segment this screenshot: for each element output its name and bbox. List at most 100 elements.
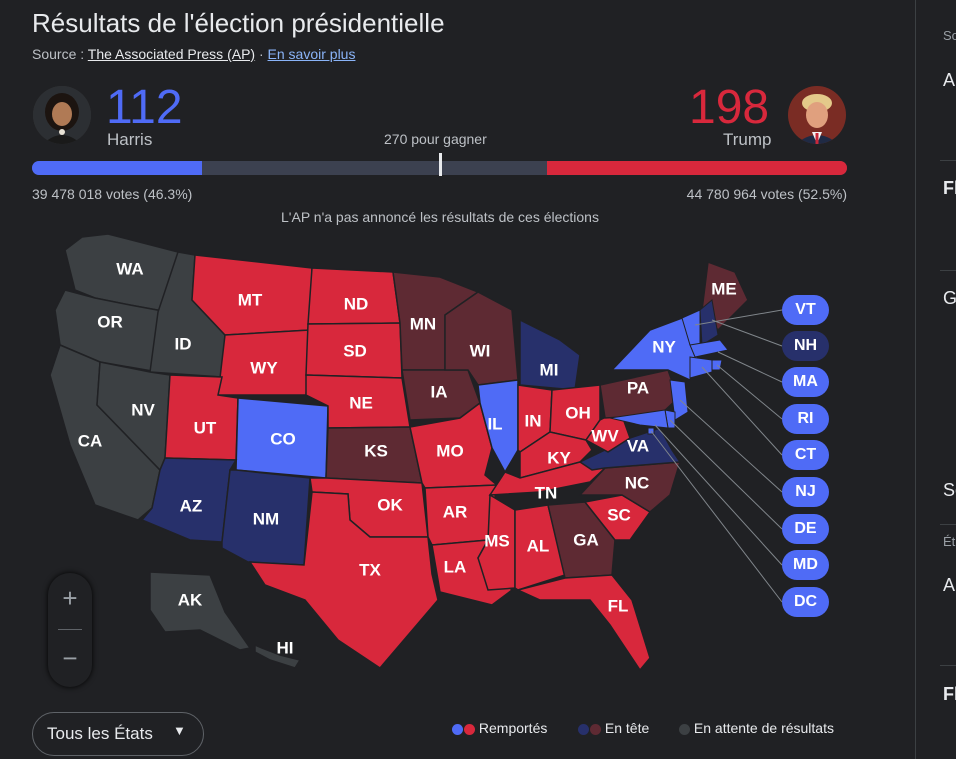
state-label-or: OR	[97, 312, 123, 331]
state-ak[interactable]	[149, 571, 252, 651]
state-md[interactable]	[609, 409, 669, 429]
state-label-ca: CA	[78, 431, 103, 450]
state-label-mt: MT	[238, 290, 263, 309]
state-pill-ri[interactable]: RI	[782, 404, 829, 434]
state-label-ak: AK	[178, 590, 203, 609]
source-separator: ·	[255, 46, 268, 62]
state-label-hi: HI	[277, 638, 294, 657]
state-label-az: AZ	[180, 496, 203, 515]
state-sc[interactable]	[583, 494, 652, 541]
legend-pending-label: En attente de résultats	[693, 720, 834, 736]
connector-dc	[650, 430, 783, 603]
state-pa[interactable]	[599, 369, 679, 419]
state-label-ar: AR	[443, 502, 468, 521]
state-pill-dc[interactable]: DC	[782, 587, 829, 617]
state-pill-de[interactable]: DE	[782, 514, 829, 544]
right-panel-divider	[940, 524, 956, 525]
state-mo[interactable]	[409, 401, 499, 489]
state-label-tn: TN	[535, 483, 558, 502]
state-label-co: CO	[270, 429, 296, 448]
connector-de	[669, 419, 783, 530]
state-ma[interactable]	[689, 339, 729, 358]
state-nm[interactable]	[221, 469, 311, 566]
state-label-ny: NY	[652, 337, 676, 356]
state-label-nm: NM	[253, 509, 279, 528]
right-panel-item[interactable]: A	[943, 575, 956, 595]
state-label-wa: WA	[116, 259, 143, 278]
connector-ct	[701, 366, 783, 456]
trump-electoral-votes: 198	[689, 81, 770, 134]
legend-pending: En attente de résultats	[679, 720, 834, 736]
state-ct[interactable]	[689, 356, 713, 379]
harris-name: Harris	[107, 130, 153, 149]
legend-won: Remportés	[452, 720, 547, 736]
right-panel-item: So	[943, 28, 956, 43]
state-fl[interactable]	[515, 574, 651, 672]
state-pill-md[interactable]: MD	[782, 550, 829, 580]
electoral-vote-bar	[32, 161, 847, 175]
state-az[interactable]	[140, 457, 238, 543]
state-pill-vt[interactable]: VT	[782, 295, 829, 325]
state-ga[interactable]	[547, 501, 616, 579]
state-select[interactable]: Tous les États ▼	[32, 712, 204, 756]
state-label-wy: WY	[250, 358, 278, 377]
right-panel-divider	[940, 665, 956, 666]
harris-electoral-votes: 112	[106, 81, 183, 134]
zoom-divider	[58, 629, 82, 630]
state-label-mi: MI	[540, 360, 559, 379]
chevron-down-icon: ▼	[173, 723, 186, 738]
state-label-sd: SD	[343, 341, 367, 360]
learn-more-link[interactable]: En savoir plus	[267, 46, 356, 62]
state-pill-nh[interactable]: NH	[782, 331, 829, 361]
state-label-id: ID	[175, 334, 192, 353]
state-label-va: VA	[627, 436, 649, 455]
state-select-label: Tous les États	[47, 724, 153, 743]
state-mi[interactable]	[519, 318, 581, 391]
state-label-ut: UT	[194, 418, 217, 437]
right-panel-item[interactable]: Fl	[943, 684, 956, 704]
state-pill-ct[interactable]: CT	[782, 440, 829, 470]
state-va[interactable]	[578, 427, 682, 471]
win-threshold-marker	[439, 153, 442, 176]
state-label-me: ME	[711, 279, 737, 298]
state-label-ga: GA	[573, 530, 599, 549]
state-label-ks: KS	[364, 441, 388, 460]
legend-won-label: Remportés	[478, 720, 548, 736]
state-pill-ma[interactable]: MA	[782, 367, 829, 397]
win-threshold-label: 270 pour gagner	[384, 131, 487, 147]
state-label-oh: OH	[565, 403, 591, 422]
right-panel	[915, 0, 956, 759]
state-label-tx: TX	[359, 560, 381, 579]
state-label-nd: ND	[344, 294, 369, 313]
trump-popular-votes: 44 780 964 votes (52.5%)	[686, 186, 847, 202]
connector-vt	[694, 309, 783, 326]
state-label-nv: NV	[131, 400, 155, 419]
legend-rep-lead-dot	[590, 723, 601, 735]
zoom-in-button[interactable]: +	[62, 583, 78, 613]
source-line: Source : The Associated Press (AP) · En …	[32, 46, 355, 62]
right-panel-item: Ét	[943, 534, 956, 549]
legend-pending-dot	[679, 723, 690, 735]
state-label-ky: KY	[547, 448, 571, 467]
trump-avatar	[788, 86, 846, 144]
page-title: Résultats de l'élection présidentielle	[32, 8, 445, 38]
state-tx[interactable]	[248, 491, 439, 669]
zoom-out-button[interactable]: −	[62, 643, 78, 673]
trump-name: Trump	[723, 130, 772, 149]
source-prefix: Source :	[32, 46, 88, 62]
harris-bar-fill	[32, 161, 203, 175]
state-label-ia: IA	[431, 382, 448, 401]
connector-nj	[679, 399, 783, 493]
right-panel-item[interactable]: G	[943, 288, 956, 308]
right-panel-item[interactable]: Fl	[943, 178, 956, 198]
legend-leading-label: En tête	[604, 720, 650, 736]
right-panel-item[interactable]: A	[943, 70, 956, 90]
state-pill-nj[interactable]: NJ	[782, 477, 829, 507]
state-label-nc: NC	[625, 473, 650, 492]
legend-dem-won-dot	[452, 723, 463, 735]
source-link[interactable]: The Associated Press (AP)	[87, 46, 256, 62]
state-hi[interactable]	[254, 643, 302, 669]
state-nj[interactable]	[669, 379, 689, 421]
state-label-ne: NE	[349, 393, 373, 412]
